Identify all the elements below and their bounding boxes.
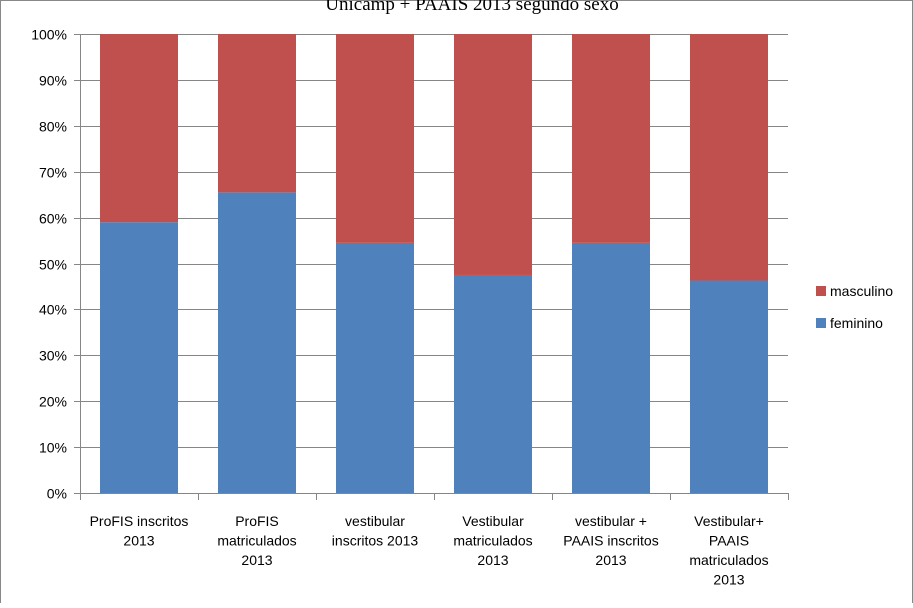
- legend-label-masculino: masculino: [830, 283, 893, 299]
- y-tick-label: 80%: [39, 119, 67, 135]
- y-tick-label: 0%: [47, 486, 67, 502]
- x-category-labels: ProFIS inscritos 2013 ProFIS matriculados 20…: [90, 513, 769, 588]
- bar-masculino: [100, 34, 178, 223]
- bar-feminino: [690, 280, 768, 493]
- axes: [74, 34, 789, 500]
- gridlines: [80, 34, 788, 448]
- y-tick-label: 20%: [39, 394, 67, 410]
- bar-masculino: [690, 34, 768, 281]
- bars: [100, 34, 768, 494]
- x-category-label-line: matriculados: [453, 533, 532, 549]
- x-category-label: vestibular inscritos 2013: [332, 513, 419, 549]
- y-tick-label: 10%: [39, 440, 67, 456]
- bar-feminino: [218, 192, 296, 494]
- bar-feminino: [454, 274, 532, 493]
- x-category-label-line: 2013: [477, 552, 508, 568]
- y-tick-label: 40%: [39, 302, 67, 318]
- y-tick-label: 30%: [39, 348, 67, 364]
- bar-masculino: [454, 34, 532, 275]
- bar-feminino: [100, 222, 178, 493]
- x-category-label-line: 2013: [713, 572, 744, 588]
- bar-feminino: [336, 242, 414, 493]
- bar-masculino: [572, 34, 650, 243]
- x-category-label: Vestibular matriculados 2013: [453, 513, 532, 568]
- bar-masculino: [218, 34, 296, 193]
- x-category-label-line: 2013: [595, 552, 626, 568]
- x-category-label-line: Vestibular: [462, 513, 524, 529]
- x-category-label-line: matriculados: [217, 533, 296, 549]
- y-tick-labels: 0% 10% 20% 30% 40% 50% 60% 70% 80% 90% 100%: [31, 27, 67, 502]
- legend-label-feminino: feminino: [830, 315, 883, 331]
- x-category-label-line: matriculados: [689, 552, 768, 568]
- x-category-label-line: Vestibular+: [694, 513, 764, 529]
- legend: masculino feminino: [816, 283, 893, 331]
- x-category-label-line: PAAIS inscritos: [563, 533, 658, 549]
- x-category-label-line: vestibular +: [575, 513, 647, 529]
- y-tick-label: 100%: [31, 27, 67, 43]
- x-category-label-line: ProFIS inscritos: [90, 513, 189, 529]
- x-category-label-line: vestibular: [345, 513, 405, 529]
- legend-swatch-feminino: [816, 318, 826, 328]
- x-category-label-line: 2013: [241, 552, 272, 568]
- x-category-label-line: inscritos 2013: [332, 533, 419, 549]
- y-tick-label: 60%: [39, 211, 67, 227]
- x-category-label-line: ProFIS: [235, 513, 279, 529]
- x-category-label: ProFIS inscritos 2013: [90, 513, 189, 549]
- x-category-label-line: PAAIS: [709, 533, 749, 549]
- y-tick-label: 50%: [39, 257, 67, 273]
- y-tick-label: 70%: [39, 165, 67, 181]
- bar-feminino: [572, 242, 650, 493]
- y-tick-label: 90%: [39, 73, 67, 89]
- legend-swatch-masculino: [816, 286, 826, 296]
- x-category-label: Vestibular+ PAAIS matriculados 2013: [689, 513, 768, 588]
- bar-masculino: [336, 34, 414, 243]
- chart-title: Unicamp + PAAIS 2013 segundo sexo: [325, 0, 618, 15]
- x-category-label: ProFIS matriculados 2013: [217, 513, 296, 568]
- x-category-label-line: 2013: [123, 533, 154, 549]
- x-category-label: vestibular + PAAIS inscritos 2013: [563, 513, 658, 568]
